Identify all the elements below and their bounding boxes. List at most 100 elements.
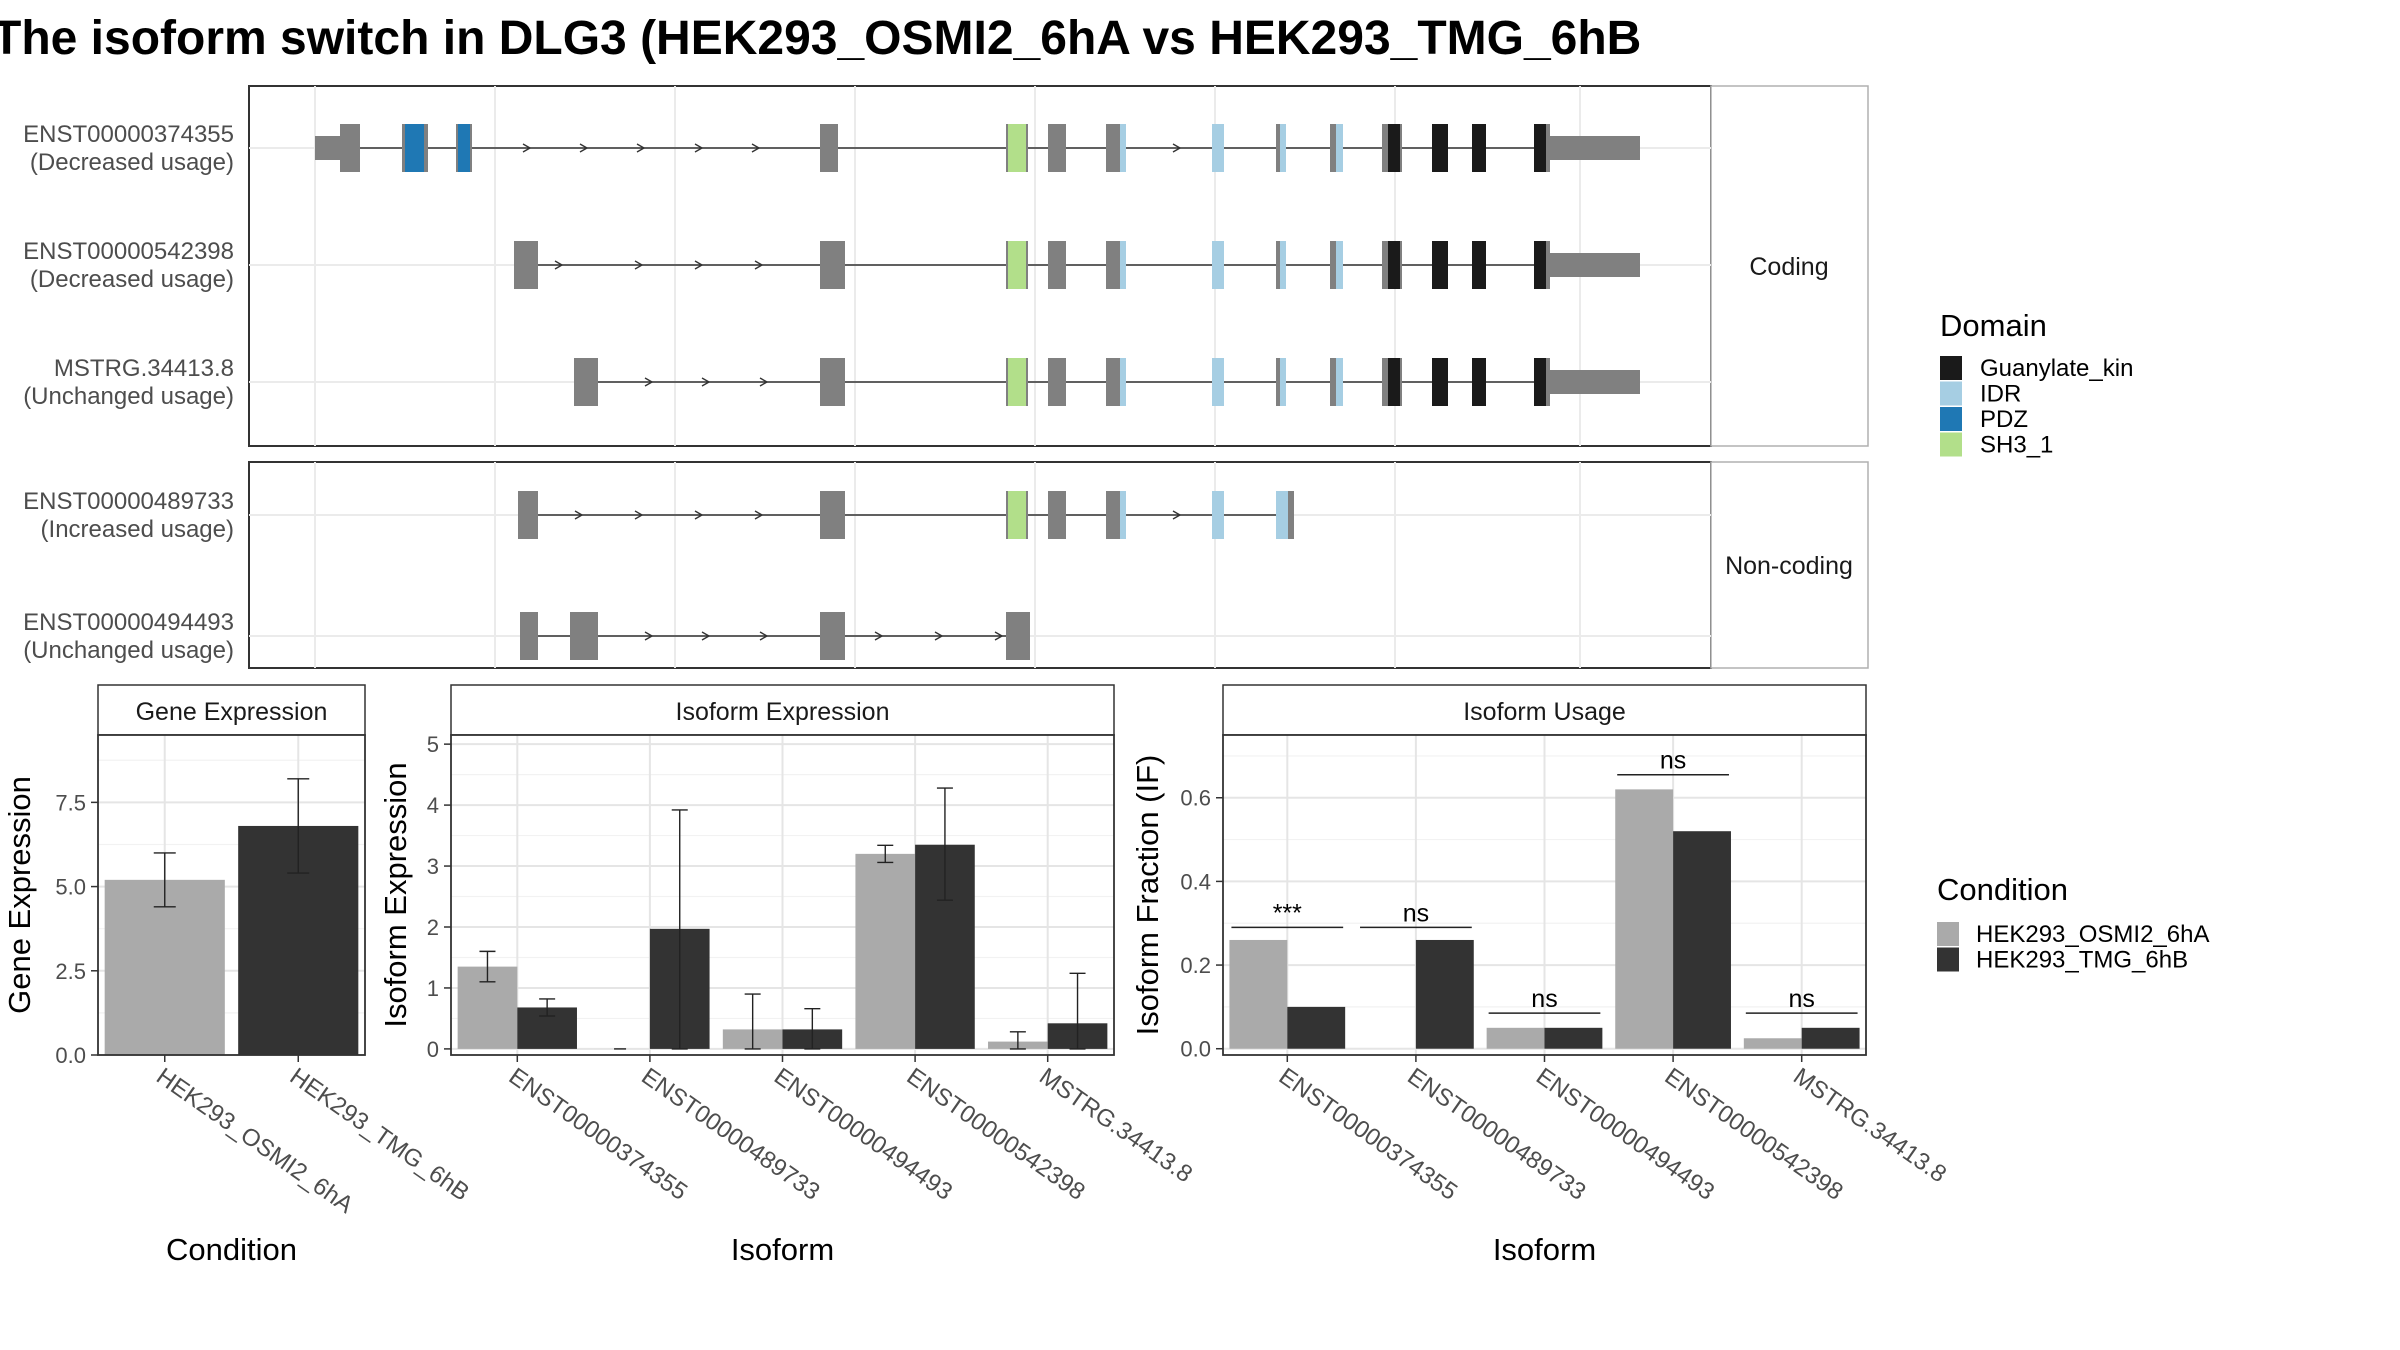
transcript-id-label: ENST00000542398 (23, 238, 234, 265)
domain-legend-label: IDR (1980, 381, 2021, 408)
facet-label: Coding (1749, 253, 1828, 281)
strand-arrow (754, 260, 764, 270)
bar (1486, 1027, 1545, 1049)
y-axis-title: Isoform Expression (378, 762, 413, 1027)
strand-arrow (694, 143, 704, 153)
y-tick-label: 0.6 (1180, 786, 1211, 811)
strand-arrow (754, 510, 764, 520)
coding-exon (820, 612, 845, 660)
plot-border (97, 734, 366, 1056)
condition-legend-label: HEK293_TMG_6hB (1976, 947, 2188, 974)
domain-legend-label: SH3_1 (1980, 432, 2053, 459)
domain-segment (1534, 124, 1546, 172)
coding-exon (820, 358, 838, 406)
transcript-row: MSTRG.34413.8(Unchanged usage) (23, 355, 1640, 410)
expression-charts: Gene Expression0.02.55.07.5HEK293_OSMI2_… (2, 684, 1951, 1267)
strand-arrow (759, 377, 769, 387)
domain-segment (1336, 358, 1343, 406)
domain-segment (1534, 241, 1546, 289)
y-tick-label: 2 (427, 915, 439, 940)
facet-panel (248, 461, 1712, 669)
transcript-row: ENST00000489733(Increased usage) (23, 488, 1294, 543)
domain-segment (1008, 241, 1026, 289)
coding-exon (1048, 358, 1066, 406)
bar (104, 879, 225, 1055)
bar (1415, 939, 1474, 1049)
domain-segment (1216, 241, 1224, 289)
condition-legend-swatch (1937, 947, 1959, 972)
domain-segment (1472, 241, 1486, 289)
strand-arrow (634, 260, 644, 270)
domain-segment (1120, 241, 1126, 289)
domain-legend-label: Guanylate_kin (1980, 355, 2133, 382)
domain-segment (1432, 358, 1448, 406)
facet-strip (1710, 461, 1869, 669)
coding-exon (838, 358, 845, 406)
utr-exon (1550, 370, 1640, 394)
strand-arrow (934, 631, 944, 641)
coding-exon (1288, 491, 1294, 539)
transcript-structure-panel: CodingNon-codingENST00000374355(Decrease… (23, 85, 1869, 669)
y-tick-label: 7.5 (55, 790, 86, 815)
domain-segment (1336, 124, 1343, 172)
coding-exon (1048, 124, 1066, 172)
coding-exon (838, 491, 845, 539)
domain-segment (1216, 124, 1224, 172)
bar (1229, 939, 1288, 1049)
y-tick-label: 3 (427, 854, 439, 879)
strand-arrow (1172, 510, 1182, 520)
strand-arrow (554, 260, 564, 270)
transcript-usage-label: (Decreased usage) (30, 266, 234, 293)
strand-arrow (694, 510, 704, 520)
domain-segment (1432, 241, 1448, 289)
strand-arrow (644, 377, 654, 387)
y-tick-label: 5.0 (55, 875, 86, 900)
utr-exon (1550, 253, 1640, 277)
y-tick-label: 5 (427, 732, 439, 757)
strand-arrow (644, 631, 654, 641)
transcript-usage-label: (Unchanged usage) (23, 383, 234, 410)
bar (1544, 1027, 1603, 1049)
coding-exon (1048, 491, 1066, 539)
domain-legend-label: PDZ (1980, 406, 2028, 433)
transcript-id-label: ENST00000494493 (23, 609, 234, 636)
chart-title: Isoform Expression (676, 698, 890, 726)
strand-arrow (522, 143, 532, 153)
domain-segment (458, 124, 470, 172)
chart-strip (97, 684, 366, 736)
x-axis-title: Isoform (1493, 1232, 1596, 1267)
y-tick-label: 0.4 (1180, 869, 1211, 894)
coding-exon (518, 491, 538, 539)
significance-label: ns (1531, 985, 1557, 1013)
bar (1801, 1027, 1860, 1049)
coding-exon (1106, 491, 1122, 539)
domain-segment (1216, 491, 1224, 539)
coding-exon (574, 358, 598, 406)
chart-title: Gene Expression (136, 698, 328, 726)
chart-strip (1222, 684, 1867, 736)
strand-arrow (574, 510, 584, 520)
domain-segment (1432, 124, 1448, 172)
strand-arrow (634, 510, 644, 520)
strand-arrow (579, 143, 589, 153)
condition-legend-label: HEK293_OSMI2_6hA (1976, 921, 2209, 948)
significance-label: ns (1788, 985, 1814, 1013)
strand-arrow (701, 377, 711, 387)
x-axis-title: Condition (166, 1232, 297, 1267)
domain-segment (1472, 358, 1486, 406)
y-tick-label: 0 (427, 1037, 439, 1062)
domain-segment (1534, 358, 1546, 406)
coding-exon (1006, 612, 1030, 660)
transcript-row: ENST00000374355(Decreased usage) (23, 121, 1640, 176)
strand-arrow (751, 143, 761, 153)
figure-title: The isoform switch in DLG3 (HEK293_OSMI2… (0, 12, 1641, 65)
coding-exon (1048, 241, 1066, 289)
strand-arrow (636, 143, 646, 153)
coding-exon (820, 241, 838, 289)
significance-label: ns (1403, 899, 1429, 927)
domain-legend-swatch (1940, 381, 1962, 406)
bar (1673, 831, 1731, 1049)
domain-segment (1008, 491, 1026, 539)
x-axis-title: Isoform (731, 1232, 834, 1267)
transcript-id-label: ENST00000374355 (23, 121, 234, 148)
